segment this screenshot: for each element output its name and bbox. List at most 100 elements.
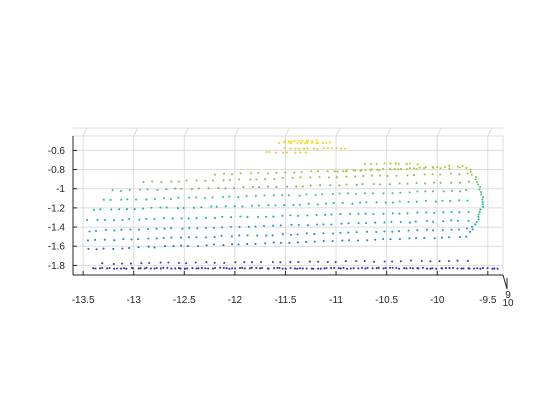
data-point — [408, 167, 411, 170]
data-point — [478, 188, 481, 191]
data-point — [233, 205, 236, 208]
data-point — [477, 213, 480, 216]
data-point — [378, 169, 381, 172]
data-point — [255, 178, 258, 181]
data-point — [340, 147, 343, 150]
data-point — [441, 228, 444, 232]
data-point — [481, 267, 485, 270]
data-point — [230, 216, 233, 219]
data-point — [177, 261, 181, 265]
data-point — [375, 162, 378, 166]
data-point — [423, 167, 426, 170]
data-point — [194, 261, 197, 264]
data-point — [322, 232, 325, 235]
data-point — [307, 139, 310, 142]
data-point — [121, 262, 124, 265]
x-tick-label: -13 — [126, 295, 141, 306]
data-point — [207, 267, 210, 270]
data-point — [224, 187, 227, 190]
data-point — [448, 236, 451, 239]
data-point — [391, 192, 394, 195]
data-point — [384, 201, 387, 204]
data-point — [180, 244, 183, 247]
data-point — [379, 183, 382, 186]
data-point — [292, 204, 295, 207]
data-point — [251, 261, 254, 264]
data-point — [224, 205, 227, 208]
data-point — [481, 203, 484, 206]
data-point — [195, 179, 198, 182]
data-point — [254, 225, 257, 228]
data-point — [266, 172, 269, 175]
data-point — [408, 237, 411, 240]
data-point — [162, 236, 165, 239]
data-point — [465, 227, 469, 230]
data-point — [153, 197, 156, 200]
data-point — [187, 236, 190, 239]
data-point — [352, 169, 355, 172]
x-grid-depth-line — [436, 127, 442, 137]
data-point — [431, 173, 434, 176]
data-point — [92, 267, 95, 270]
data-point — [317, 267, 320, 270]
data-point — [137, 246, 140, 249]
data-point — [305, 267, 308, 270]
data-point — [171, 217, 174, 220]
data-point — [399, 167, 402, 171]
data-point — [458, 166, 461, 169]
data-point — [293, 171, 296, 174]
data-point — [112, 219, 116, 222]
data-point — [395, 174, 398, 177]
data-point — [398, 212, 401, 215]
data-point — [338, 192, 341, 195]
data-point — [112, 262, 115, 266]
data-point — [246, 234, 249, 237]
data-point — [200, 206, 203, 209]
data-point — [259, 267, 262, 270]
data-point — [461, 165, 464, 168]
data-point — [337, 267, 340, 270]
data-point — [326, 147, 329, 150]
data-point — [406, 212, 409, 215]
data-point — [394, 162, 397, 165]
data-point — [264, 242, 267, 245]
data-point — [257, 215, 260, 219]
data-point — [277, 142, 280, 145]
data-point — [215, 205, 218, 208]
data-point — [138, 218, 141, 221]
data-point — [465, 166, 468, 169]
data-point — [389, 238, 392, 241]
data-point — [365, 201, 368, 204]
data-point — [442, 190, 445, 193]
data-point — [389, 162, 392, 165]
data-point — [246, 216, 249, 219]
data-point — [415, 237, 418, 240]
data-point — [354, 175, 357, 178]
data-point — [481, 200, 484, 204]
data-point — [382, 267, 385, 270]
x-tick-label: -11.5 — [274, 295, 296, 306]
data-point — [355, 192, 358, 195]
data-point — [145, 266, 148, 269]
data-point — [298, 203, 301, 206]
data-point — [118, 208, 121, 211]
data-point — [195, 236, 198, 239]
data-point — [228, 267, 231, 270]
data-point — [325, 266, 328, 270]
data-point — [265, 234, 268, 237]
data-point — [239, 215, 242, 218]
data-point — [355, 259, 358, 263]
z-tick-label: -1.4 — [48, 223, 66, 234]
data-point — [482, 205, 485, 208]
data-point — [254, 194, 257, 197]
data-point — [375, 201, 378, 204]
data-point — [246, 243, 249, 246]
data-point — [405, 163, 408, 166]
data-point — [241, 266, 244, 269]
data-point — [467, 180, 470, 183]
data-point — [456, 219, 459, 222]
data-point — [195, 217, 198, 220]
x-tick-label: -12.5 — [173, 295, 196, 306]
data-point — [213, 261, 216, 264]
data-point — [120, 198, 123, 201]
